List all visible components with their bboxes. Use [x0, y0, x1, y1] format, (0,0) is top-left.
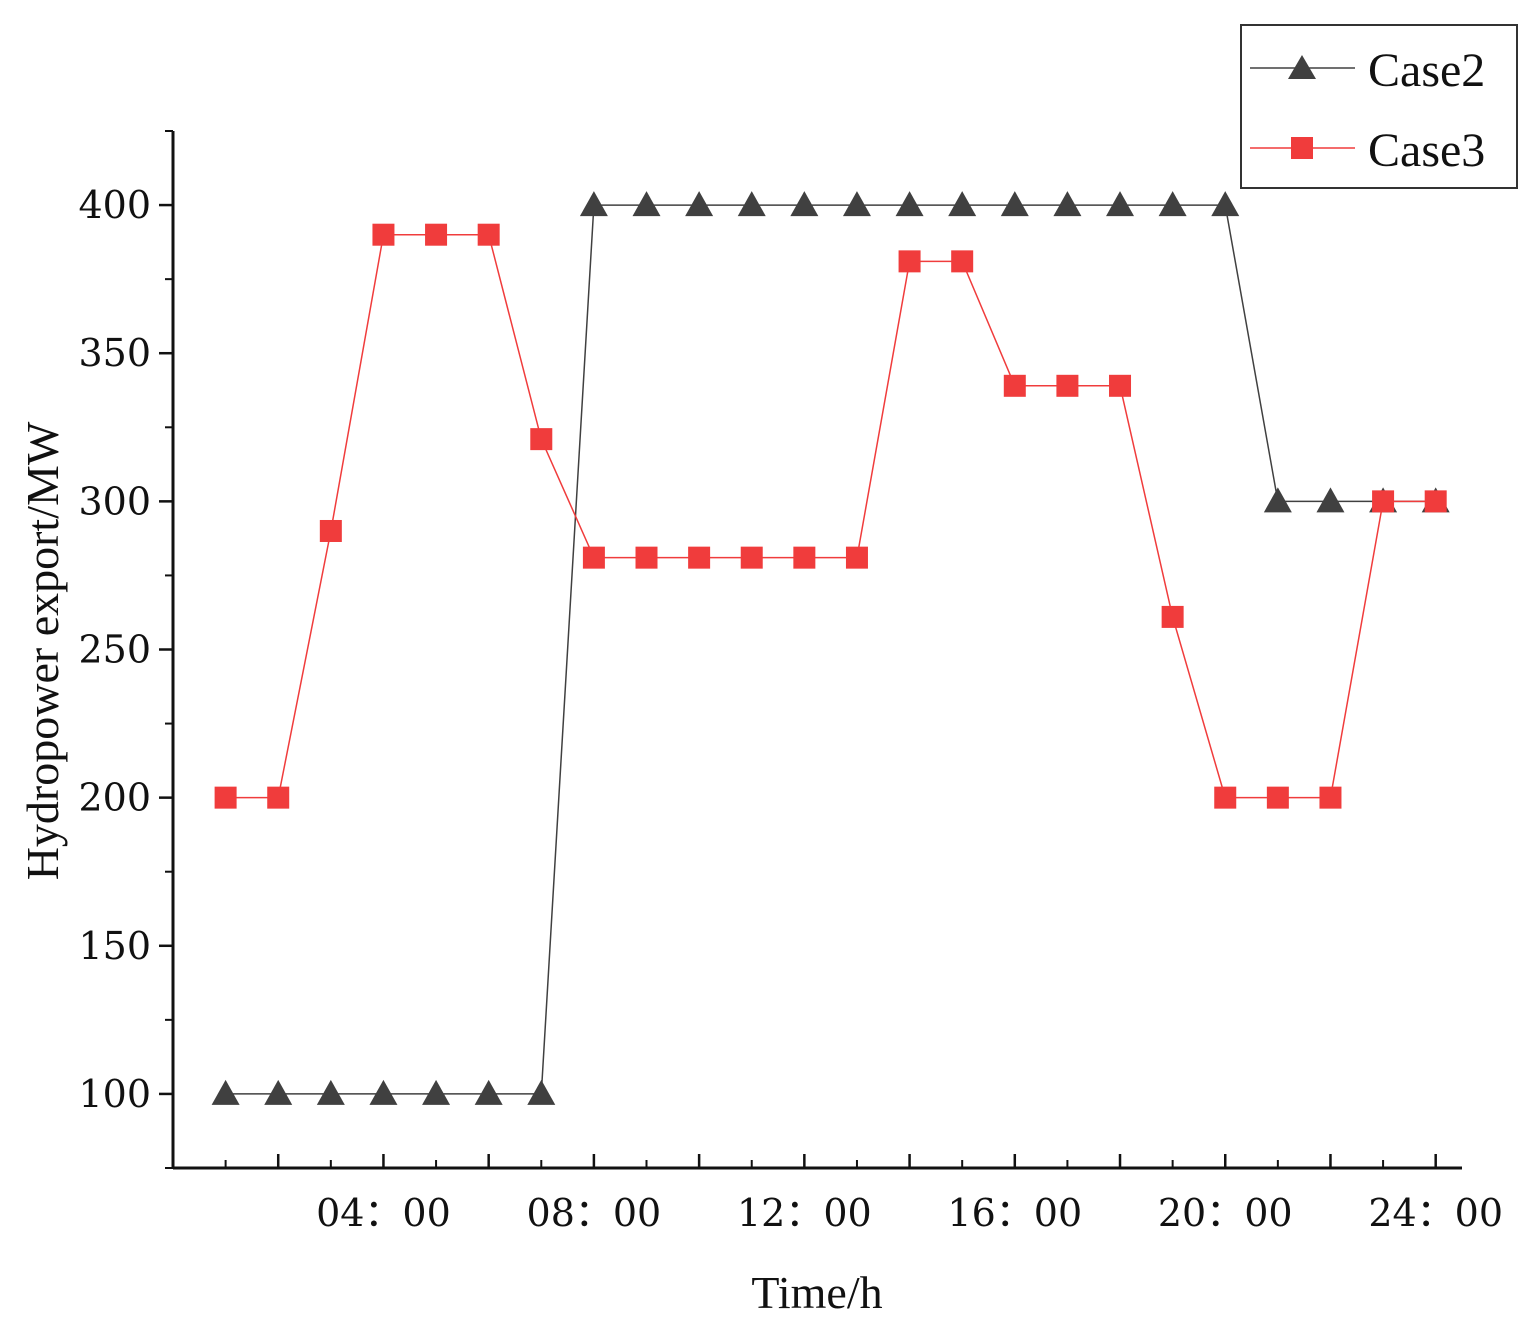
- legend-marker-case2: [1288, 55, 1316, 79]
- data-point-case2: [316, 1079, 345, 1105]
- data-point-case2: [790, 191, 819, 217]
- data-point-case2: [1263, 487, 1292, 513]
- data-point-case2: [264, 1079, 293, 1105]
- series-case2: [211, 191, 1450, 1105]
- x-tick-label: 12：00: [737, 1191, 872, 1235]
- data-point-case2: [1000, 191, 1029, 217]
- data-point-case3: [582, 546, 605, 569]
- y-tick-label: 250: [78, 628, 151, 672]
- data-point-case3: [1214, 786, 1237, 809]
- data-point-case3: [267, 786, 290, 809]
- legend-box: [1240, 24, 1518, 189]
- x-tick-label: 20：00: [1158, 1191, 1293, 1235]
- data-point-case2: [1158, 191, 1187, 217]
- data-point-case2: [685, 191, 714, 217]
- data-point-case3: [530, 428, 553, 451]
- data-point-case3: [425, 223, 448, 246]
- y-tick-label: 300: [78, 479, 151, 523]
- y-tick-label: 100: [78, 1072, 151, 1116]
- data-point-case3: [793, 546, 816, 569]
- data-point-case3: [740, 546, 763, 569]
- ticks: 100 150 200 250 300 350 400 04：00 08：00 12：00 16：0…: [78, 130, 1503, 1235]
- series-layer: [211, 191, 1450, 1105]
- legend-label-case3: Case3: [1368, 124, 1485, 177]
- y-tick-label: 150: [78, 924, 151, 968]
- data-point-case2: [527, 1079, 556, 1105]
- data-point-case2: [579, 191, 608, 217]
- x-tick-label: 24：00: [1368, 1191, 1503, 1235]
- axes: [171, 131, 1462, 1170]
- data-point-case3: [477, 223, 500, 246]
- data-point-case3: [1319, 786, 1342, 809]
- data-point-case2: [1316, 487, 1345, 513]
- data-point-case2: [369, 1079, 398, 1105]
- data-point-case2: [737, 191, 766, 217]
- x-axis-title: Time/h: [751, 1267, 882, 1318]
- legend-label-case2: Case2: [1368, 44, 1485, 97]
- data-point-case3: [319, 519, 342, 542]
- data-point-case3: [635, 546, 658, 569]
- legend: Case2 Case3: [1240, 24, 1518, 189]
- data-point-case2: [1106, 191, 1135, 217]
- series-line-case3: [225, 233, 1436, 799]
- x-tick-label: 08：00: [527, 1191, 662, 1235]
- data-point-case3: [1266, 786, 1289, 809]
- data-point-case2: [1211, 191, 1240, 217]
- data-point-case3: [372, 223, 395, 246]
- data-point-case3: [1372, 490, 1395, 513]
- data-point-case2: [422, 1079, 451, 1105]
- data-point-case2: [895, 191, 924, 217]
- data-point-case3: [1003, 374, 1026, 397]
- data-point-case3: [688, 546, 711, 569]
- data-point-case3: [898, 250, 921, 273]
- data-point-case3: [845, 546, 868, 569]
- x-tick-label: 16：00: [947, 1191, 1082, 1235]
- series-case3: [214, 223, 1447, 809]
- x-tick-label: 04：00: [316, 1191, 451, 1235]
- data-point-case3: [951, 250, 974, 273]
- data-point-case2: [632, 191, 661, 217]
- data-point-case2: [474, 1079, 503, 1105]
- data-point-case3: [1161, 605, 1184, 628]
- data-point-case3: [1424, 490, 1447, 513]
- data-point-case3: [1056, 374, 1079, 397]
- y-tick-label: 350: [78, 331, 151, 375]
- y-tick-label: 200: [78, 776, 151, 820]
- data-point-case3: [1109, 374, 1132, 397]
- data-point-case2: [842, 191, 871, 217]
- data-point-case2: [1053, 191, 1082, 217]
- data-point-case2: [211, 1079, 240, 1105]
- data-point-case2: [948, 191, 977, 217]
- series-line-case2: [225, 204, 1436, 1095]
- data-point-case3: [214, 786, 237, 809]
- y-axis-title: Hydropower export/MW: [17, 421, 68, 880]
- legend-marker-case3: [1291, 137, 1313, 159]
- y-tick-label: 400: [78, 183, 151, 227]
